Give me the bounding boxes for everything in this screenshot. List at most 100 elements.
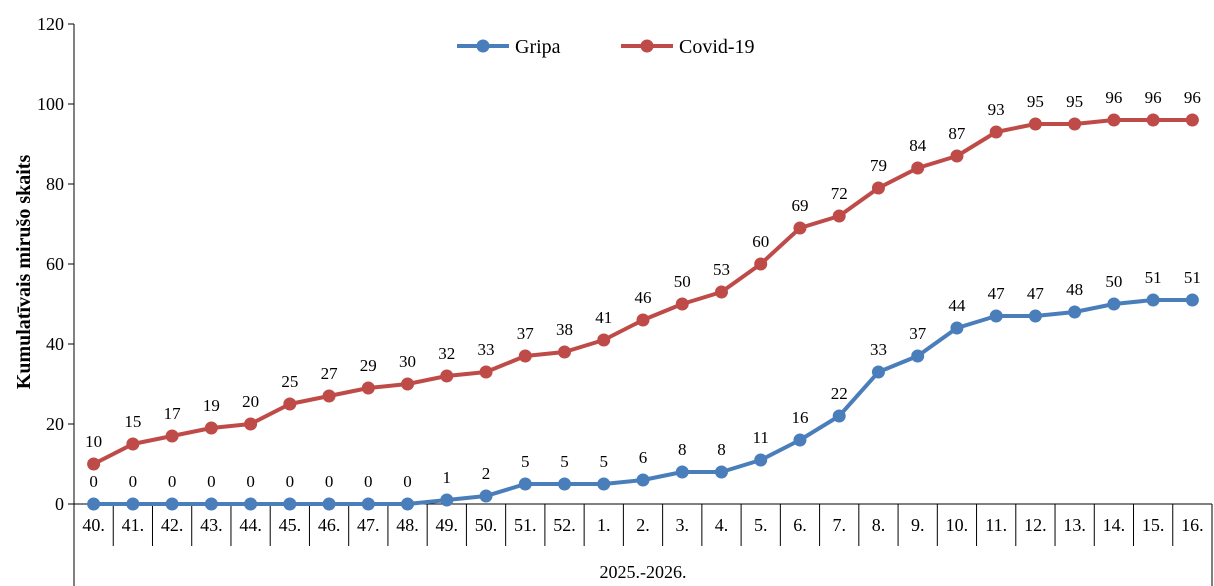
data-point: [950, 149, 964, 163]
y-tick-label: 0: [55, 494, 64, 514]
y-tick-label: 40: [46, 334, 64, 354]
data-label: 50: [1105, 272, 1122, 291]
data-point: [793, 433, 807, 447]
x-tick-label: 48.: [396, 515, 419, 535]
legend-marker: [640, 39, 654, 53]
data-point: [165, 497, 179, 511]
legend-marker: [476, 39, 490, 53]
data-label: 33: [478, 340, 495, 359]
legend-entry: Covid-19: [679, 36, 755, 58]
data-label: 0: [286, 472, 295, 491]
x-tick-label: 4.: [715, 515, 729, 535]
data-point: [518, 477, 532, 491]
data-point: [479, 489, 493, 503]
data-label: 48: [1066, 280, 1083, 299]
data-point: [204, 421, 218, 435]
x-tick-label: 10.: [946, 515, 969, 535]
data-point: [1107, 113, 1121, 127]
data-label: 1: [443, 468, 452, 487]
data-point: [244, 417, 258, 431]
x-tick-label: 43.: [200, 515, 223, 535]
data-label: 38: [556, 320, 573, 339]
data-label: 2: [482, 464, 491, 483]
data-label: 47: [988, 284, 1006, 303]
x-tick-label: 44.: [239, 515, 262, 535]
data-point: [1185, 113, 1199, 127]
x-tick-label: 9.: [911, 515, 925, 535]
data-point: [636, 473, 650, 487]
data-label: 53: [713, 260, 730, 279]
data-label: 0: [403, 472, 412, 491]
data-label: 27: [321, 364, 339, 383]
data-label: 15: [124, 412, 141, 431]
data-point: [1146, 293, 1160, 307]
data-point: [440, 369, 454, 383]
data-label: 22: [831, 384, 848, 403]
data-point: [832, 209, 846, 223]
data-label: 96: [1145, 88, 1162, 107]
data-point: [950, 321, 964, 335]
data-point: [597, 477, 611, 491]
legend-entry: Gripa: [515, 36, 561, 58]
data-label: 46: [635, 288, 652, 307]
data-point: [754, 257, 768, 271]
data-point: [675, 297, 689, 311]
data-label: 69: [791, 196, 808, 215]
data-label: 8: [678, 440, 687, 459]
y-tick-label: 80: [46, 174, 64, 194]
y-tick-label: 100: [37, 94, 64, 114]
data-point: [87, 497, 101, 511]
data-label: 0: [207, 472, 216, 491]
data-label: 96: [1184, 88, 1201, 107]
x-tick-label: 3.: [675, 515, 689, 535]
y-axis-ticks: 0 20 40 60 80 100 120: [37, 14, 74, 514]
data-label: 44: [948, 296, 966, 315]
data-label: 95: [1066, 92, 1083, 111]
data-point: [322, 497, 336, 511]
data-label: 16: [791, 408, 808, 427]
data-point: [714, 465, 728, 479]
data-label: 5: [521, 452, 530, 471]
data-point: [165, 429, 179, 443]
data-point: [911, 349, 925, 363]
data-point: [361, 381, 375, 395]
x-tick-label: 5.: [754, 515, 768, 535]
data-label: 29: [360, 356, 377, 375]
data-label: 96: [1105, 88, 1122, 107]
data-label: 8: [717, 440, 726, 459]
data-point: [322, 389, 336, 403]
x-tick-label: 12.: [1024, 515, 1047, 535]
data-point: [989, 125, 1003, 139]
data-label: 33: [870, 340, 887, 359]
x-tick-label: 42.: [161, 515, 184, 535]
data-point: [87, 457, 101, 471]
data-point: [1028, 117, 1042, 131]
data-point: [401, 377, 415, 391]
data-label: 84: [909, 136, 927, 155]
x-tick-label: 46.: [318, 515, 341, 535]
data-label: 41: [595, 308, 612, 327]
data-label: 37: [909, 324, 927, 343]
data-point: [204, 497, 218, 511]
data-point: [754, 453, 768, 467]
x-tick-label: 14.: [1103, 515, 1126, 535]
x-tick-label: 45.: [279, 515, 302, 535]
x-tick-label: 47.: [357, 515, 380, 535]
data-label: 79: [870, 156, 887, 175]
data-point: [244, 497, 258, 511]
chart-series: [87, 113, 1199, 511]
data-label: 25: [281, 372, 298, 391]
data-point: [636, 313, 650, 327]
data-point: [401, 497, 415, 511]
chart-legend: Gripa Covid-19: [457, 36, 755, 58]
x-tick-label: 13.: [1063, 515, 1086, 535]
data-point: [283, 497, 297, 511]
x-tick-label: 16.: [1181, 515, 1204, 535]
data-point: [479, 365, 493, 379]
data-point: [989, 309, 1003, 323]
x-tick-label: 2.: [636, 515, 650, 535]
x-tick-label: 8.: [872, 515, 886, 535]
data-label: 0: [325, 472, 334, 491]
x-tick-label: 7.: [832, 515, 846, 535]
